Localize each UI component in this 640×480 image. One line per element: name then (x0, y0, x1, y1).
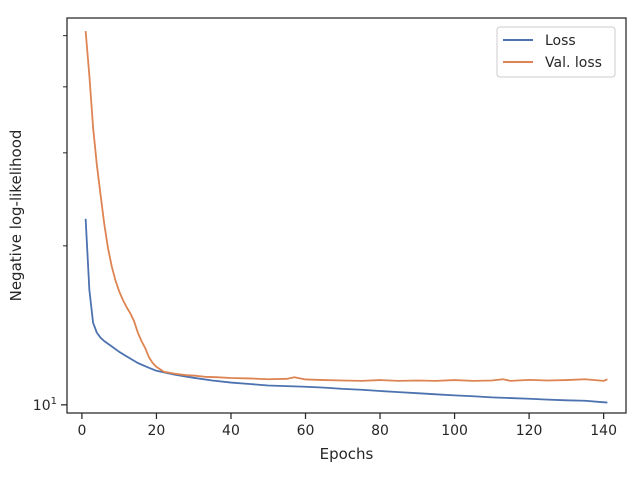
series-layer (84, 31, 608, 404)
y-axis-label: Negative log-likelihood (7, 130, 25, 302)
x-tick-label: 0 (77, 423, 86, 439)
x-tick-label: 60 (297, 423, 315, 439)
series-line-val-loss (84, 31, 608, 382)
legend-label-loss: Loss (545, 33, 576, 49)
plot-frame (66, 17, 627, 414)
x-tick-label: 120 (516, 423, 543, 439)
y-tick-label: 101 (33, 396, 57, 414)
legend: Loss Val. loss (496, 26, 616, 78)
y-axis: 101 (33, 35, 67, 414)
legend-label-val-loss: Val. loss (545, 55, 602, 71)
x-tick-label: 20 (148, 423, 166, 439)
x-tick-label: 140 (590, 423, 617, 439)
x-tick-label: 100 (441, 423, 468, 439)
x-tick-label: 40 (222, 423, 240, 439)
series-line-loss (84, 218, 608, 404)
x-axis: 0 20 40 60 80 100 120 140 (77, 413, 617, 439)
x-axis-label: Epochs (320, 445, 374, 463)
x-tick-label: 80 (371, 423, 389, 439)
